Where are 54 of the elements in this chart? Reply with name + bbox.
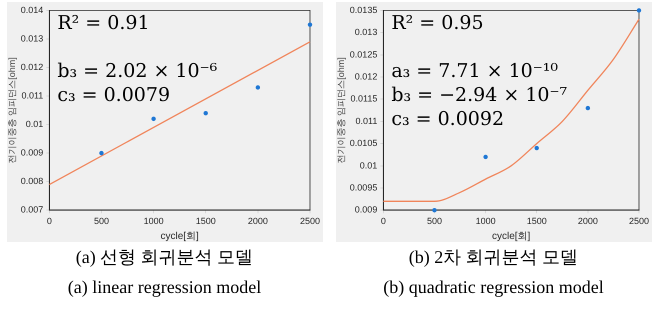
y-tick-label: 0.012 <box>20 62 43 72</box>
x-tick-label: 2000 <box>577 216 598 226</box>
y-axis-title: 전기이중층 임피던스[ohm] <box>335 57 346 164</box>
y-tick-label: 0.009 <box>354 204 377 215</box>
x-tick-label: 1500 <box>526 216 546 226</box>
y-tick-label: 0.009 <box>20 148 43 158</box>
x-tick-label: 1000 <box>475 216 496 226</box>
annotation: R² = 0.91 <box>56 12 150 34</box>
annotation: a₃ = 7.71 × 10⁻¹⁰ <box>390 60 558 82</box>
text: (a) linear regression model <box>66 276 262 299</box>
annotation: b₃ = 2.02 × 10⁻⁶ <box>56 60 218 82</box>
y-tick-label: 0.0105 <box>349 138 377 148</box>
y-tick-label: 0.007 <box>20 204 43 215</box>
point <box>482 154 488 160</box>
y-tick-label: 0.0095 <box>349 182 377 192</box>
point <box>203 110 208 116</box>
y-tick-label: 0.011 <box>354 116 377 126</box>
annotation: c₃ = 0.0092 <box>390 108 504 130</box>
text: (b) 2차 회귀분석 모델 <box>408 246 580 269</box>
x-tick-label: 2500 <box>628 216 649 226</box>
x-tick-label: 0 <box>46 216 52 226</box>
annotation: R² = 0.95 <box>390 12 484 34</box>
point <box>534 146 538 150</box>
y-tick-label: 0.01 <box>25 119 43 130</box>
y-axis-title: 전기이중층 임피던스[ohm] <box>6 57 16 164</box>
annotation: c₃ = 0.0079 <box>56 84 170 106</box>
y-tick-label: 0.0115 <box>350 94 377 104</box>
y-tick-label: 0.0125 <box>349 49 377 60</box>
y-tick-label: 0.01 <box>359 160 377 170</box>
x-tick-label: 0 <box>380 216 386 226</box>
text: (a) 선형 회귀분석 모델 <box>74 246 254 269</box>
y-tick-label: 0.013 <box>354 27 377 38</box>
point <box>255 85 260 90</box>
point <box>636 8 641 13</box>
point <box>150 116 156 122</box>
annotation: b₃ = −2.94 × 10⁻⁷ <box>390 84 568 106</box>
x-tick-label: 500 <box>426 216 442 226</box>
y-tick-label: 0.008 <box>20 176 43 186</box>
x-tick-label: 1000 <box>143 216 164 226</box>
y-tick-label: 0.011 <box>20 90 43 101</box>
point <box>585 106 590 110</box>
text: (b) quadratic regression model <box>382 276 605 299</box>
y-tick-label: 0.0135 <box>349 4 377 15</box>
x-axis-title: cycle[회] <box>160 230 199 242</box>
y-tick-label: 0.013 <box>20 33 43 44</box>
x-tick-label: 2000 <box>247 216 268 226</box>
x-tick-label: 500 <box>93 216 108 226</box>
point <box>98 150 104 156</box>
point <box>307 22 312 27</box>
x-tick-label: 2500 <box>299 216 320 226</box>
x-axis-title: cycle[회] <box>491 230 530 242</box>
x-tick-label: 1500 <box>195 216 216 226</box>
y-tick-label: 0.014 <box>20 4 43 15</box>
y-tick-label: 0.012 <box>354 71 377 82</box>
